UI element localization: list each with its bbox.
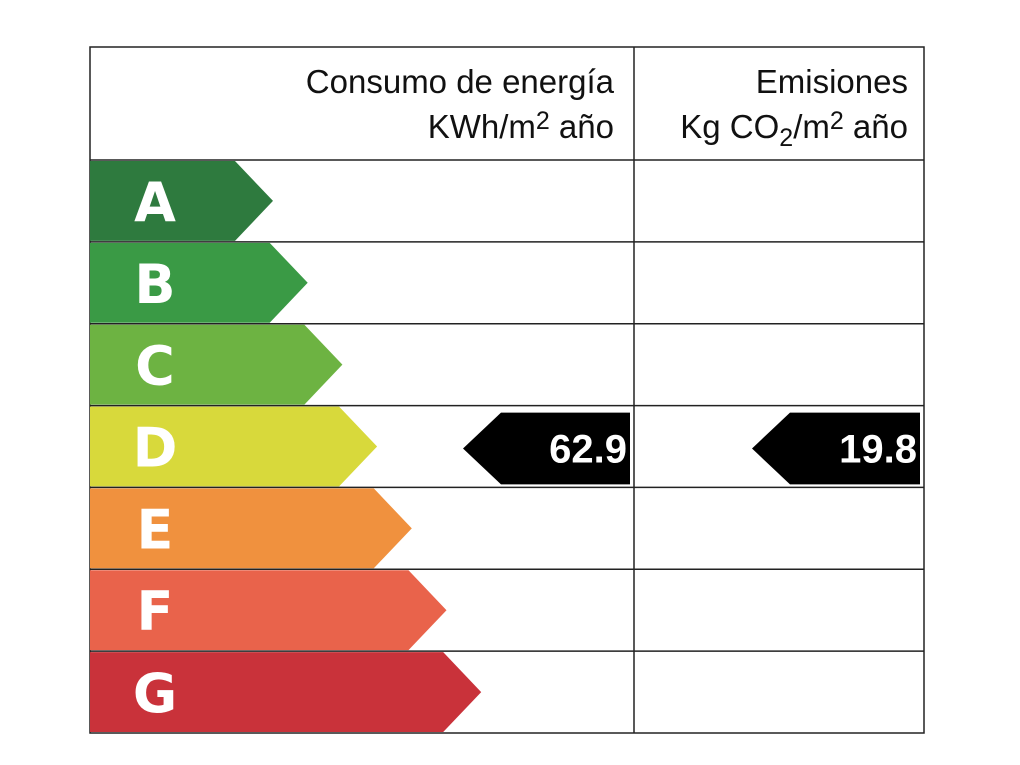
emissions-value: 19.8 [839,428,917,472]
energy-arrow [463,412,630,485]
rating-letter: C [135,335,175,398]
unit-part: /m [793,108,830,145]
rating-letter: D [133,417,178,480]
unit-part: año [844,108,908,145]
rating-arrow [90,652,482,732]
unit-part: Kg CO [680,108,779,145]
unit-part: KWh/m [428,108,536,145]
rating-arrow [90,324,343,405]
rating-arrow [90,242,308,323]
unit-part: 2 [830,107,844,135]
rating-letter: F [137,580,174,643]
rating-arrow [90,488,412,569]
rating-letter: B [134,253,175,316]
unit-part: 2 [779,124,793,152]
emissions-title: Emisiones [756,63,908,100]
energy-value: 62.9 [549,428,627,472]
unit-part: año [550,108,614,145]
emissions-unit: Kg CO2/m2 año [680,107,908,152]
rating-arrow [90,570,447,651]
energy-title: Consumo de energía [306,63,615,100]
rating-letter: A [134,171,176,234]
rating-arrow [90,161,273,241]
emissions-arrow [752,412,920,485]
rating-letter: G [133,662,177,725]
rating-arrow [90,406,378,487]
unit-part: 2 [536,107,550,135]
energy-unit: KWh/m2 año [428,107,614,145]
rating-letter: E [137,498,174,561]
